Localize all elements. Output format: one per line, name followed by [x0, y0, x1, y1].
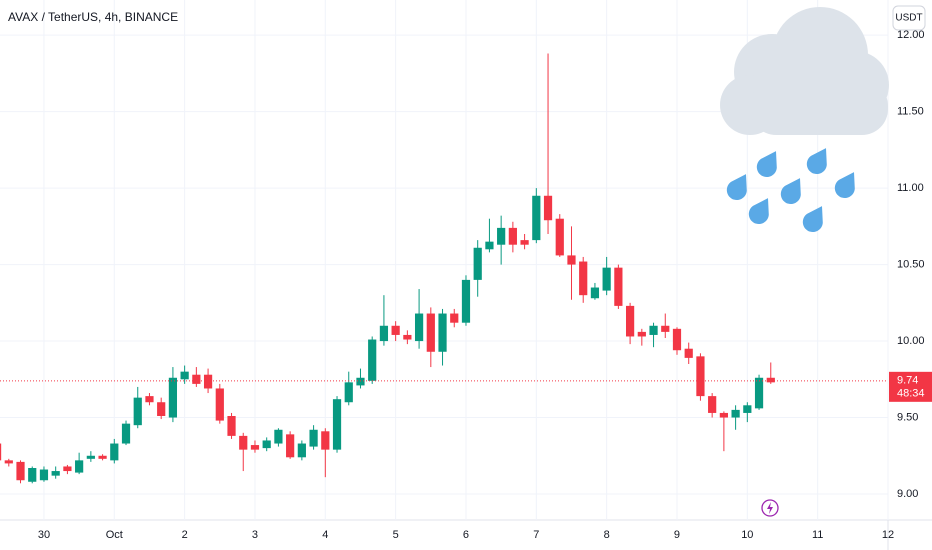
x-tick-label: 30 — [38, 529, 50, 541]
candle-body — [227, 416, 236, 436]
currency-label[interactable]: USDT — [895, 13, 922, 24]
x-tick-label: 4 — [322, 529, 328, 541]
candle-body — [356, 377, 365, 386]
candle-body — [625, 305, 635, 337]
candle-body — [543, 195, 553, 221]
candle-body — [567, 255, 576, 265]
x-tick-label: Oct — [106, 529, 123, 541]
candle-body — [766, 377, 775, 383]
candle-body — [286, 434, 295, 458]
candle-body — [555, 218, 564, 256]
candle-body — [86, 455, 95, 459]
x-tick-label: 10 — [741, 529, 753, 541]
candle-body — [203, 374, 213, 389]
candle-body — [414, 313, 424, 342]
candle-body — [579, 261, 588, 296]
candle-body — [485, 241, 494, 250]
candle-body — [661, 325, 670, 332]
candle-body — [426, 313, 435, 352]
candle-body — [157, 402, 166, 416]
candle-body — [145, 396, 154, 403]
candle-body — [520, 240, 529, 245]
candle-body — [262, 440, 271, 449]
candle-body — [250, 445, 260, 450]
candle-body — [192, 374, 201, 384]
candle-body — [497, 227, 506, 245]
candle-body — [321, 431, 330, 450]
x-tick-label: 11 — [812, 529, 823, 541]
x-tick-label: 2 — [182, 529, 188, 541]
candle-body — [51, 471, 60, 476]
candle-body — [16, 461, 25, 481]
candle-body — [239, 435, 248, 450]
candle-body — [672, 328, 682, 351]
candle-body — [391, 325, 400, 335]
candle-body — [708, 396, 717, 413]
candle-body — [684, 348, 693, 358]
candle-body — [75, 460, 84, 473]
countdown-label: 48:34 — [897, 388, 925, 400]
candle-body — [473, 247, 482, 280]
y-tick-label: 10.50 — [897, 258, 925, 270]
candle-body — [637, 331, 646, 337]
candle-body — [180, 371, 189, 380]
lightning-icon[interactable] — [761, 499, 779, 517]
candle-body — [438, 313, 447, 352]
candle-body — [297, 443, 306, 458]
y-tick-label: 11.00 — [897, 182, 924, 194]
candle-body — [168, 377, 178, 418]
candle-body — [98, 455, 107, 459]
candle-body — [309, 429, 318, 447]
x-tick-label: 8 — [604, 529, 610, 541]
last-price-label: 9.74 — [897, 375, 918, 387]
y-tick-label: 12.00 — [897, 29, 925, 41]
candle-body — [403, 334, 412, 340]
y-tick-label: 9.00 — [897, 488, 918, 500]
candle-body — [590, 287, 600, 299]
candle-body — [332, 399, 342, 450]
candle-body — [121, 423, 131, 444]
x-tick-label: 9 — [674, 529, 680, 541]
last-price-badge — [889, 371, 932, 402]
candle-body — [110, 443, 119, 461]
y-tick-label: 11.50 — [897, 106, 924, 118]
candle-body — [731, 409, 740, 418]
rain-cloud — [720, 7, 889, 233]
candle-body — [133, 397, 142, 426]
candle-body — [0, 443, 2, 461]
candle-body — [379, 325, 389, 342]
candle-body — [754, 377, 764, 409]
x-tick-label: 7 — [533, 529, 539, 541]
candle-body — [39, 469, 49, 481]
candle-body — [743, 405, 752, 413]
candle-body — [368, 339, 377, 381]
candle-body — [649, 325, 658, 335]
candle-body — [215, 388, 224, 421]
candle-body — [344, 382, 353, 403]
candle-body — [614, 267, 623, 306]
candle-body — [461, 279, 471, 323]
x-tick-label: 6 — [463, 529, 469, 541]
y-tick-label: 9.50 — [897, 411, 918, 423]
candle-body — [508, 227, 517, 245]
candle-body — [63, 466, 72, 472]
y-tick-label: 10.00 — [897, 335, 925, 347]
candle-body — [602, 267, 611, 291]
candle-body — [532, 195, 541, 241]
x-tick-label: 3 — [252, 529, 258, 541]
candle-body — [4, 460, 13, 464]
chart-title: AVAX / TetherUS, 4h, BINANCE — [8, 10, 178, 24]
candle-body — [274, 429, 283, 444]
currency-button[interactable] — [892, 5, 926, 31]
candle-body — [28, 468, 37, 482]
candle-body — [719, 412, 728, 418]
x-tick-label: 5 — [393, 529, 399, 541]
candle-body — [450, 313, 459, 323]
candle-body — [696, 356, 705, 397]
